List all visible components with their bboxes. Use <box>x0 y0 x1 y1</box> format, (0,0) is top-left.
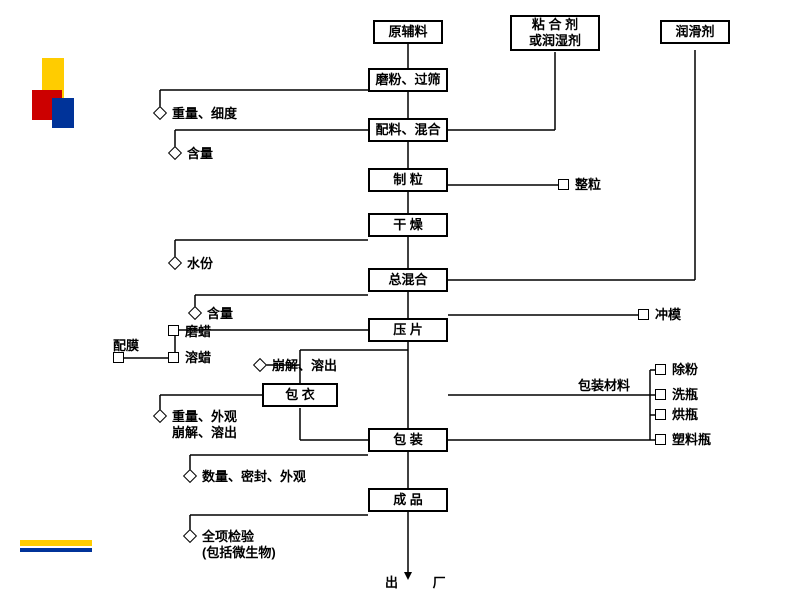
check-fulltest: 全项检验 (包括微生物) <box>202 529 276 560</box>
check-weight-fine: 重量、细度 <box>172 106 237 122</box>
node-mix-label: 配料、混合 <box>375 122 440 138</box>
square-icon <box>655 434 666 445</box>
input-plastic: 塑料瓶 <box>672 432 711 448</box>
check-content2: 含量 <box>207 306 233 322</box>
check-film: 配膜 <box>113 338 139 354</box>
check-qty-seal: 数量、密封、外观 <box>202 469 306 485</box>
square-icon <box>168 352 179 363</box>
node-totalmix-label: 总混合 <box>388 272 427 288</box>
diamond-icon <box>153 106 167 120</box>
node-raw: 原辅料 <box>373 20 443 44</box>
node-dry-label: 干 燥 <box>393 217 423 233</box>
node-press: 压 片 <box>368 318 448 342</box>
node-granulate: 制 粒 <box>368 168 448 192</box>
square-icon <box>655 409 666 420</box>
diamond-icon <box>168 146 182 160</box>
input-packmat: 包装材料 <box>578 378 630 394</box>
square-icon <box>655 364 666 375</box>
node-lubricant-label: 润滑剂 <box>675 24 714 40</box>
node-coat: 包 衣 <box>262 383 338 407</box>
node-grind: 磨粉、过筛 <box>368 68 448 92</box>
input-punch: 冲模 <box>655 307 681 323</box>
square-icon <box>558 179 569 190</box>
node-lubricant: 润滑剂 <box>660 20 730 44</box>
square-icon <box>638 309 649 320</box>
deco-yellow-2 <box>20 540 92 546</box>
node-binder-label: 粘 合 剂 或润湿剂 <box>529 17 581 48</box>
node-pack: 包 装 <box>368 428 448 452</box>
check-weight-appear: 重量、外观 崩解、溶出 <box>172 409 237 440</box>
node-coat-label: 包 衣 <box>285 387 315 403</box>
node-raw-label: 原辅料 <box>388 24 427 40</box>
square-icon <box>168 325 179 336</box>
node-totalmix: 总混合 <box>368 268 448 292</box>
deco-blue-2 <box>20 548 92 552</box>
diamond-icon <box>253 358 267 372</box>
check-content1: 含量 <box>187 146 213 162</box>
input-wash: 洗瓶 <box>672 387 698 403</box>
node-mix: 配料、混合 <box>368 118 448 142</box>
node-product-label: 成 品 <box>393 492 423 508</box>
input-whole-gran: 整粒 <box>575 177 601 193</box>
square-icon <box>113 352 124 363</box>
diamond-icon <box>168 256 182 270</box>
node-granulate-label: 制 粒 <box>393 172 423 188</box>
check-wear: 磨蜡 <box>185 324 211 340</box>
check-dissolve1: 溶蜡 <box>185 350 211 366</box>
node-press-label: 压 片 <box>393 322 423 338</box>
diamond-icon <box>183 529 197 543</box>
input-dedust: 除粉 <box>672 362 698 378</box>
diamond-icon <box>153 409 167 423</box>
node-grind-label: 磨粉、过筛 <box>375 72 440 88</box>
check-disint: 崩解、溶出 <box>272 358 337 374</box>
node-dry: 干 燥 <box>368 213 448 237</box>
node-binder: 粘 合 剂 或润湿剂 <box>510 15 600 51</box>
diamond-icon <box>188 306 202 320</box>
diamond-icon <box>183 469 197 483</box>
deco-blue-1 <box>52 98 74 128</box>
node-pack-label: 包 装 <box>393 432 423 448</box>
check-moisture: 水份 <box>187 256 213 272</box>
output-label: 出 厂 <box>385 575 452 591</box>
square-icon <box>655 389 666 400</box>
input-drybottle: 烘瓶 <box>672 407 698 423</box>
node-product: 成 品 <box>368 488 448 512</box>
